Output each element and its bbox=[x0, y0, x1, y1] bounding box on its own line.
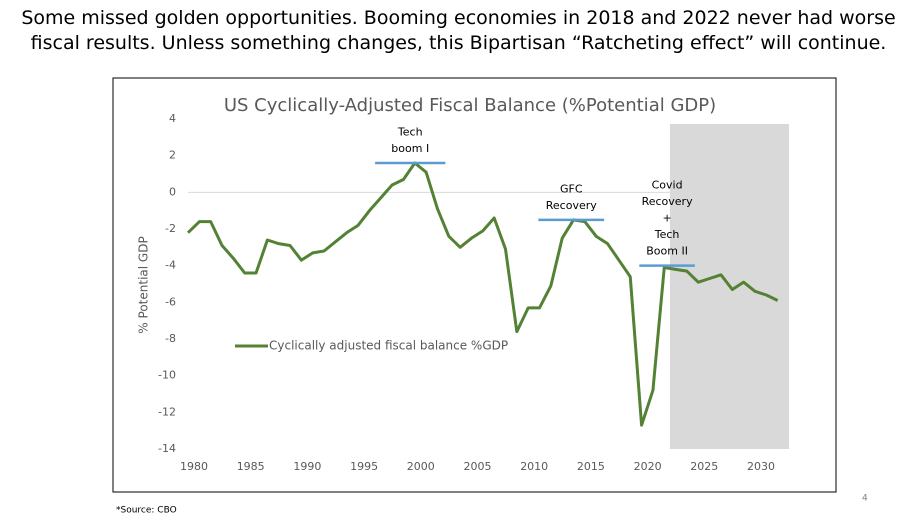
annotation-text: boom I bbox=[391, 142, 429, 155]
heading-line: Some missed golden opportunities. Boomin… bbox=[21, 7, 896, 29]
chart-title: US Cyclically-Adjusted Fiscal Balance (%… bbox=[224, 95, 716, 116]
chart-frame bbox=[112, 77, 837, 493]
annotation-text: GFC bbox=[560, 182, 583, 195]
annotation-text: Tech bbox=[397, 126, 423, 139]
heading: Some missed golden opportunities. Boomin… bbox=[0, 6, 917, 56]
y-tick-label: -2 bbox=[165, 222, 176, 235]
x-tick-label: 2010 bbox=[520, 460, 548, 473]
annotation-text: Recovery bbox=[546, 199, 597, 212]
x-tick-label: 2020 bbox=[634, 460, 662, 473]
y-tick-label: -8 bbox=[165, 332, 176, 345]
x-tick-label: 1990 bbox=[293, 460, 321, 473]
y-tick-label: -12 bbox=[158, 405, 176, 418]
legend-label: Cyclically adjusted fiscal balance %GDP bbox=[269, 339, 508, 353]
x-tick-label: 2005 bbox=[463, 460, 491, 473]
page-number: 4 bbox=[862, 494, 868, 504]
annotation-text: Covid bbox=[652, 179, 683, 192]
source-note: *Source: CBO bbox=[116, 506, 177, 516]
x-tick-label: 1985 bbox=[237, 460, 265, 473]
annotation-text: Recovery bbox=[642, 195, 693, 208]
annotation-text: + bbox=[662, 212, 671, 225]
data-line bbox=[186, 161, 779, 427]
y-tick-label: 2 bbox=[169, 149, 176, 162]
y-tick-label: 0 bbox=[169, 185, 176, 198]
y-tick-label: -10 bbox=[158, 369, 176, 382]
x-tick-label: 2030 bbox=[747, 460, 775, 473]
x-tick-label: 1995 bbox=[350, 460, 378, 473]
x-tick-label: 2015 bbox=[577, 460, 605, 473]
y-tick-label: 4 bbox=[169, 112, 176, 125]
heading-line: fiscal results. Unless something changes… bbox=[30, 32, 887, 54]
annotation-text: Tech bbox=[654, 228, 680, 241]
y-tick-label: -6 bbox=[165, 295, 176, 308]
annotation-text: Boom II bbox=[646, 245, 688, 258]
y-tick-label: -14 bbox=[158, 442, 176, 455]
x-tick-label: 1980 bbox=[180, 460, 208, 473]
y-tick-label: -4 bbox=[165, 259, 176, 272]
y-axis-label: % Potential GDP bbox=[137, 236, 151, 333]
x-tick-label: 2000 bbox=[407, 460, 435, 473]
x-tick-label: 2025 bbox=[690, 460, 718, 473]
